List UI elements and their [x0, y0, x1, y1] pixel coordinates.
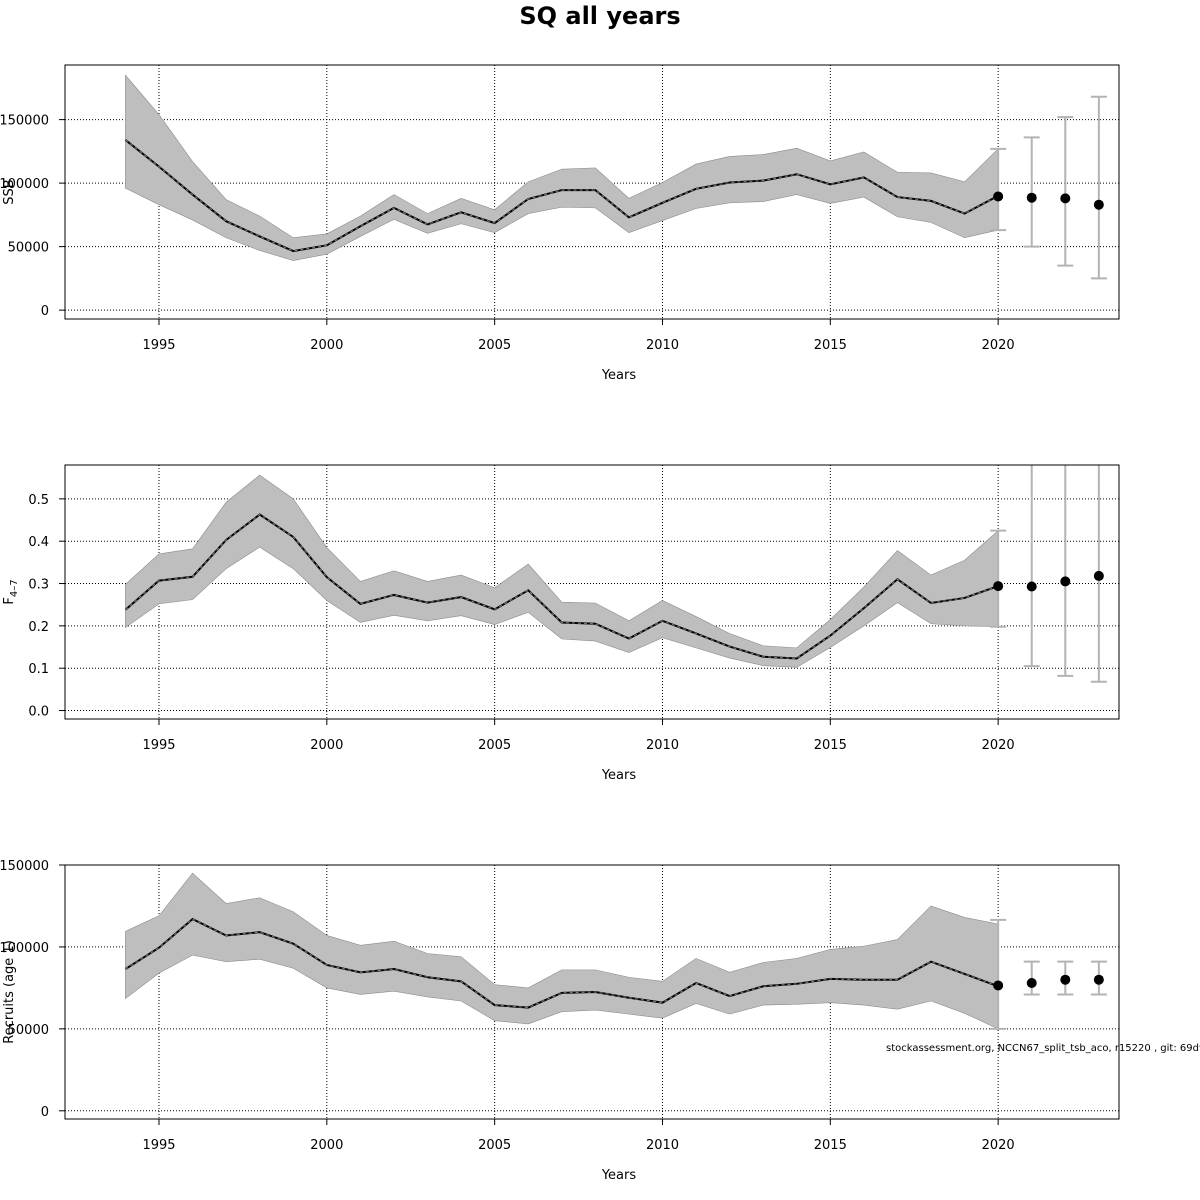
y-tick-label: 0.3 — [28, 578, 49, 593]
x-tick-label: 2005 — [478, 1138, 511, 1153]
y-tick-label: 0.2 — [28, 620, 49, 635]
estimate-line — [124, 917, 999, 1009]
y-tick-label: 0.0 — [28, 705, 49, 720]
forecast-point — [993, 581, 1004, 592]
x-tick-label: 2010 — [646, 1138, 679, 1153]
y-tick-label: 150000 — [0, 859, 49, 874]
panel-1: 1995 2000 2005 2010 2015 2020 0 50000 100000 1500… — [0, 64, 1120, 383]
plot-frame — [64, 64, 1120, 320]
y-axis-title: SSB — [2, 179, 17, 204]
plot-frame — [64, 464, 1120, 720]
x-tick-label: 2015 — [814, 1138, 847, 1153]
estimate-line-dashes — [125, 513, 999, 659]
x-tick-label: 2015 — [814, 738, 847, 753]
forecast-point — [1060, 576, 1071, 587]
y-tick-label: 50000 — [8, 1023, 49, 1038]
y-tick-label: 0 — [41, 304, 49, 319]
y-tick-label: 0.1 — [28, 662, 49, 677]
x-tick-label: 1995 — [142, 738, 175, 753]
x-tick-label: 2005 — [478, 738, 511, 753]
y-tick-label: 0.5 — [28, 493, 49, 508]
estimate-line-dashes — [125, 139, 999, 252]
x-tick-label: 2010 — [646, 338, 679, 353]
forecast-point — [1026, 581, 1037, 592]
x-tick-label: 2000 — [310, 1138, 343, 1153]
x-tick-label: 1995 — [142, 338, 175, 353]
panel-3: 1995 2000 2005 2010 2015 2020 0 50000 100000 1500… — [0, 859, 1120, 1183]
x-tick-label: 2020 — [982, 338, 1015, 353]
panel-2: 1995 2000 2005 2010 2015 2020 0.0 0.1 0.2 0.3 0.4 0… — [2, 464, 1120, 783]
confidence-band — [125, 74, 999, 261]
x-tick-label: 2015 — [814, 338, 847, 353]
y-tick-label: 100000 — [0, 177, 49, 192]
forecast-point — [993, 191, 1004, 202]
y-tick-label: 50000 — [8, 241, 49, 256]
chart-title: SQ all years — [519, 2, 680, 30]
y-tick-label: 150000 — [0, 114, 49, 129]
x-tick-label: 2020 — [982, 1138, 1015, 1153]
plot-frame — [64, 864, 1120, 1120]
confidence-band — [125, 474, 999, 668]
x-axis-title: Years — [601, 368, 637, 383]
x-tick-label: 2020 — [982, 738, 1015, 753]
y-tick-label: 0 — [41, 1105, 49, 1120]
y-axis-title: F4–7 — [2, 579, 20, 604]
x-tick-label: 2000 — [310, 338, 343, 353]
forecast-point — [1026, 977, 1037, 988]
x-tick-label: 2010 — [646, 738, 679, 753]
y-axis-title: Recruits (age 1) — [2, 940, 17, 1044]
forecast-point — [1093, 974, 1104, 985]
y-tick-label: 0.4 — [28, 535, 49, 550]
forecast-point — [993, 980, 1004, 991]
forecast-point — [1093, 199, 1104, 210]
forecast-point — [1093, 570, 1104, 581]
footnote: stockassessment.org, NCCN67_split_tsb_ac… — [886, 1043, 1200, 1054]
forecast-point — [1060, 193, 1071, 204]
confidence-band — [125, 872, 999, 1030]
x-tick-label: 2005 — [478, 338, 511, 353]
x-axis-title: Years — [601, 1168, 637, 1183]
x-tick-label: 2000 — [310, 738, 343, 753]
x-tick-label: 1995 — [142, 1138, 175, 1153]
y-tick-label: 100000 — [0, 941, 49, 956]
x-axis-title: Years — [601, 768, 637, 783]
forecast-point — [1026, 192, 1037, 203]
forecast-point — [1060, 974, 1071, 985]
